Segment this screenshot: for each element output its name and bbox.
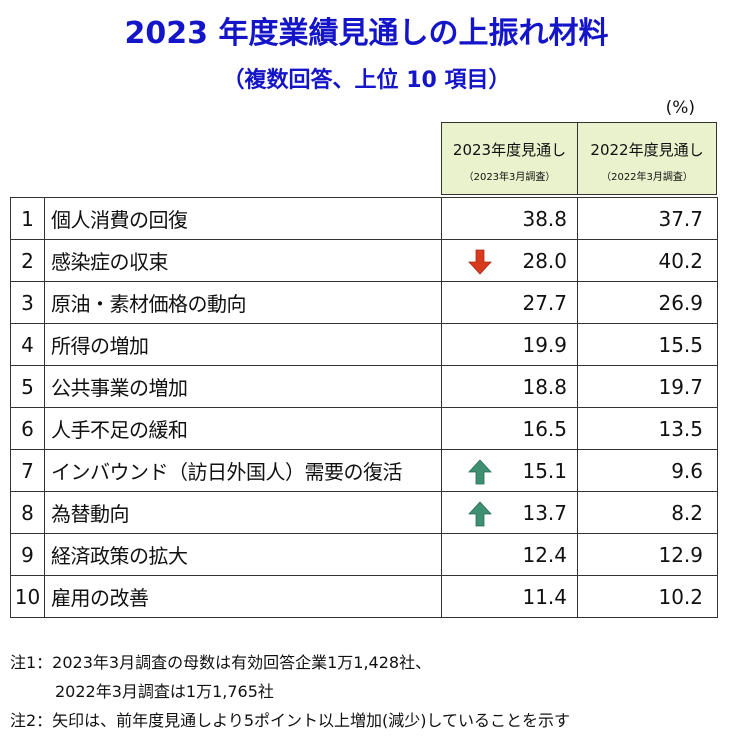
item-cell: 公共事業の増加	[44, 365, 442, 408]
rank-cell: 10	[10, 575, 45, 618]
ranking-table: 1 個人消費の回復 38.8 37.7 2 感染症の収束 28.0 40.2 3 原油・素材価格の…	[10, 197, 718, 618]
rank-cell: 4	[10, 323, 45, 366]
notes: 注1：2023年3月調査の母数は有効回答企業1万1,428社、 2022年3月調…	[10, 648, 570, 735]
value-2023-cell: 19.9	[441, 323, 578, 366]
value-2023-cell: 28.0	[441, 239, 578, 282]
note-2: 注2：矢印は、前年度見通しより5ポイント以上増加(減少)していることを示す	[10, 711, 571, 730]
note-1-line-2: 2022年3月調査は1万1,765社	[55, 682, 274, 701]
table-row: 6 人手不足の緩和 16.5 13.5	[10, 407, 718, 450]
rank-cell: 8	[10, 491, 45, 534]
page-title: 2023 年度業績見通しの上振れ材料	[124, 16, 609, 51]
value-2023: 18.8	[522, 374, 567, 399]
item-cell: 所得の増加	[44, 323, 442, 366]
item-cell: 雇用の改善	[44, 575, 442, 618]
item-cell: 原油・素材価格の動向	[44, 281, 442, 324]
unit-label: (%)	[665, 98, 695, 118]
header-2022-label: 2022年度見通し	[590, 141, 704, 159]
note-1-line-1: 注1：2023年3月調査の母数は有効回答企業1万1,428社、	[10, 653, 432, 672]
rank-cell: 6	[10, 407, 45, 450]
header-2023: 2023年度見通し （2023年3月調査）	[441, 122, 578, 195]
rank-cell: 9	[10, 533, 45, 576]
rank-cell: 2	[10, 239, 45, 282]
header-2022: 2022年度見通し （2022年3月調査）	[577, 122, 717, 195]
value-2023: 27.7	[522, 290, 567, 315]
item-cell: 個人消費の回復	[44, 197, 442, 240]
value-2023: 15.1	[522, 458, 567, 483]
value-2022-cell: 8.2	[577, 491, 718, 534]
item-cell: 為替動向	[44, 491, 442, 534]
value-2022-cell: 19.7	[577, 365, 718, 408]
table-row: 1 個人消費の回復 38.8 37.7	[10, 197, 718, 240]
value-2023-cell: 15.1	[441, 449, 578, 492]
value-2023-cell: 16.5	[441, 407, 578, 450]
value-2023-cell: 13.7	[441, 491, 578, 534]
value-2023: 13.7	[522, 500, 567, 525]
table-row: 2 感染症の収束 28.0 40.2	[10, 239, 718, 282]
value-2023: 11.4	[522, 584, 567, 609]
header-2023-survey: （2023年3月調査）	[463, 172, 556, 183]
arrow-up-icon	[468, 501, 492, 527]
arrow-up-icon	[468, 459, 492, 485]
value-2022-cell: 12.9	[577, 533, 718, 576]
table-row: 9 経済政策の拡大 12.4 12.9	[10, 533, 718, 576]
value-2022-cell: 9.6	[577, 449, 718, 492]
value-2022-cell: 15.5	[577, 323, 718, 366]
item-cell: インバウンド（訪日外国人）需要の復活	[44, 449, 442, 492]
value-2022-cell: 13.5	[577, 407, 718, 450]
rank-cell: 1	[10, 197, 45, 240]
value-2023: 38.8	[522, 206, 567, 231]
value-2023: 19.9	[522, 332, 567, 357]
value-2023-cell: 12.4	[441, 533, 578, 576]
value-2023-cell: 11.4	[441, 575, 578, 618]
table-row: 8 為替動向 13.7 8.2	[10, 491, 718, 534]
table-row: 7 インバウンド（訪日外国人）需要の復活 15.1 9.6	[10, 449, 718, 492]
value-2022-cell: 10.2	[577, 575, 718, 618]
value-2023: 16.5	[522, 416, 567, 441]
table-row: 10 雇用の改善 11.4 10.2	[10, 575, 718, 618]
value-2023: 28.0	[522, 248, 567, 273]
table-row: 4 所得の増加 19.9 15.5	[10, 323, 718, 366]
value-2023-cell: 27.7	[441, 281, 578, 324]
arrow-down-icon	[468, 249, 492, 275]
value-2022-cell: 26.9	[577, 281, 718, 324]
item-cell: 感染症の収束	[44, 239, 442, 282]
item-cell: 経済政策の拡大	[44, 533, 442, 576]
rank-cell: 7	[10, 449, 45, 492]
rank-cell: 5	[10, 365, 45, 408]
value-2022-cell: 40.2	[577, 239, 718, 282]
header-2022-survey: （2022年3月調査）	[601, 172, 693, 183]
value-2023-cell: 18.8	[441, 365, 578, 408]
value-2023: 12.4	[522, 542, 567, 567]
table-row: 3 原油・素材価格の動向 27.7 26.9	[10, 281, 718, 324]
item-cell: 人手不足の緩和	[44, 407, 442, 450]
table-row: 5 公共事業の増加 18.8 19.7	[10, 365, 718, 408]
value-2022-cell: 37.7	[577, 197, 718, 240]
header-2023-label: 2023年度見通し	[452, 141, 567, 159]
page-subtitle: （複数回答、上位 10 項目）	[222, 68, 511, 93]
rank-cell: 3	[10, 281, 45, 324]
value-2023-cell: 38.8	[441, 197, 578, 240]
